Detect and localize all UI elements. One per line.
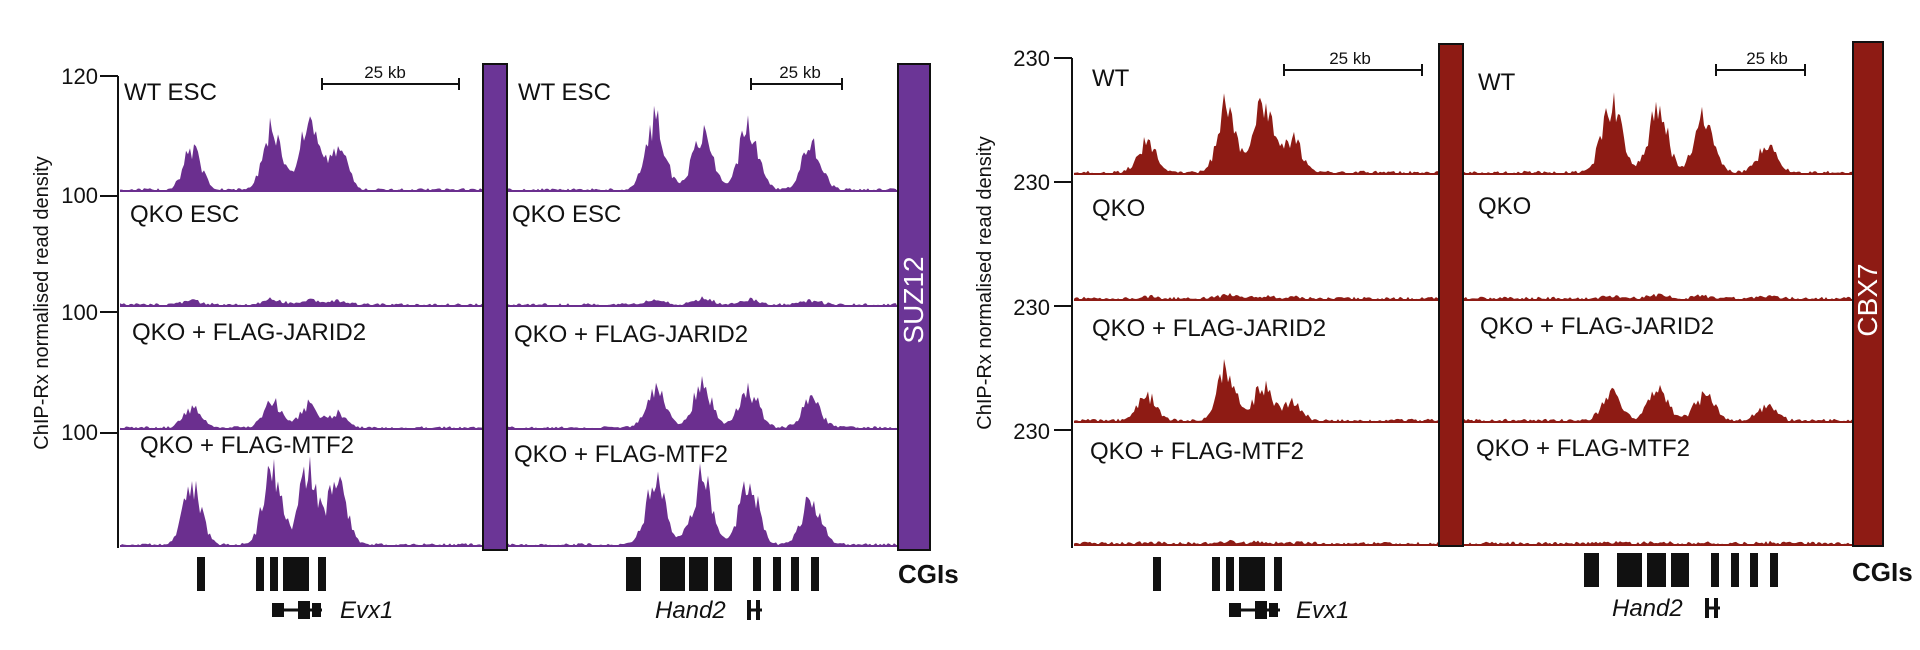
- track-label-wt-esc-2: WT ESC: [518, 79, 611, 106]
- track-label-wt: WT: [1092, 65, 1130, 92]
- cgi-label-2: CGIs: [1852, 557, 1913, 587]
- signal-track: [508, 463, 897, 546]
- scale-mtf2: 100: [61, 420, 98, 445]
- track-label-qko-2: QKO: [1478, 193, 1531, 220]
- cgi-track-hand2-2: [1584, 553, 1778, 587]
- track-label-qko-mtf2-3: QKO + FLAG-MTF2: [1090, 438, 1304, 465]
- track-label-qko-jarid2-2: QKO + FLAG-JARID2: [514, 321, 748, 348]
- signal-track: [508, 296, 897, 306]
- scalebar-hand2: 25 kb: [779, 63, 821, 82]
- panel-cbx7: ChIP-Rx normalised read density 230 230 …: [974, 41, 1913, 624]
- track-label-qko-mtf2: QKO + FLAG-MTF2: [140, 432, 354, 459]
- separator-bar-2: [1438, 43, 1464, 547]
- cgi-track-evx1-2: [1153, 557, 1282, 591]
- gene-model-hand2-2: [1705, 598, 1720, 618]
- signal-track: [508, 375, 897, 429]
- signal-track: [1464, 384, 1852, 422]
- signal-track: [120, 297, 482, 306]
- scalebar-hand2-2: 25 kb: [1746, 49, 1788, 68]
- gene-label-hand2: Hand2: [655, 597, 726, 624]
- gene-model-hand2: [747, 600, 762, 620]
- signal-track: [1074, 93, 1438, 174]
- signal-track: [1464, 540, 1852, 545]
- separator-bar: [482, 63, 508, 551]
- protein-label-cbx7: CBX7: [1852, 263, 1883, 336]
- scalebar-evx1-2: 25 kb: [1329, 49, 1371, 68]
- scale-jarid2: 100: [61, 300, 98, 325]
- signal-track: [120, 398, 482, 429]
- gene-model-evx1: [272, 601, 322, 619]
- scale-qko-2: 230: [1013, 170, 1050, 195]
- signal-track: [1464, 92, 1852, 174]
- track-label-qko-jarid2-4: QKO + FLAG-JARID2: [1480, 313, 1714, 340]
- protein-bar-suz12: [897, 63, 931, 551]
- track-label-qko-mtf2-2: QKO + FLAG-MTF2: [514, 441, 728, 468]
- track-label-qko-mtf2-4: QKO + FLAG-MTF2: [1476, 435, 1690, 462]
- gene-label-evx1-2: Evx1: [1296, 597, 1349, 624]
- protein-label-suz12: SUZ12: [898, 256, 929, 343]
- scale-wt-2: 230: [1013, 46, 1050, 71]
- gene-label-evx1: Evx1: [340, 597, 393, 624]
- signal-track: [1464, 293, 1852, 300]
- protein-bar-cbx7: [1852, 41, 1884, 547]
- scale-mtf2-2: 230: [1013, 419, 1050, 444]
- signal-track: [120, 456, 482, 546]
- track-label-wt-esc: WT ESC: [124, 79, 217, 106]
- track-label-wt-2: WT: [1478, 69, 1516, 96]
- signal-track: [1074, 293, 1438, 300]
- cgi-track-evx1: [197, 557, 326, 591]
- signal-track: [120, 116, 482, 191]
- scale-jarid2-2: 230: [1013, 295, 1050, 320]
- signal-tracks-suz12: [120, 105, 897, 547]
- gene-label-hand2-2: Hand2: [1612, 595, 1683, 622]
- y-axis-label-2: ChIP-Rx normalised read density: [974, 136, 996, 429]
- track-label-qko-esc: QKO ESC: [130, 201, 239, 228]
- track-label-qko-esc-2: QKO ESC: [512, 201, 621, 228]
- track-label-qko-jarid2: QKO + FLAG-JARID2: [132, 319, 366, 346]
- track-label-qko: QKO: [1092, 195, 1145, 222]
- signal-tracks-cbx7: [1074, 92, 1852, 546]
- scale-wt: 120: [61, 64, 98, 89]
- panel-suz12: ChIP-Rx normalised read density 120 100 …: [31, 63, 959, 624]
- signal-track: [1074, 539, 1438, 545]
- scale-qko: 100: [61, 183, 98, 208]
- signal-track: [1074, 359, 1438, 422]
- track-label-qko-jarid2-3: QKO + FLAG-JARID2: [1092, 315, 1326, 342]
- scalebar-evx1: 25 kb: [364, 63, 406, 82]
- cgi-track-hand2: [626, 557, 819, 591]
- y-axis-label: ChIP-Rx normalised read density: [31, 156, 53, 449]
- gene-model-evx1-2: [1229, 601, 1280, 619]
- cgi-label: CGIs: [898, 559, 959, 589]
- signal-track: [508, 105, 897, 191]
